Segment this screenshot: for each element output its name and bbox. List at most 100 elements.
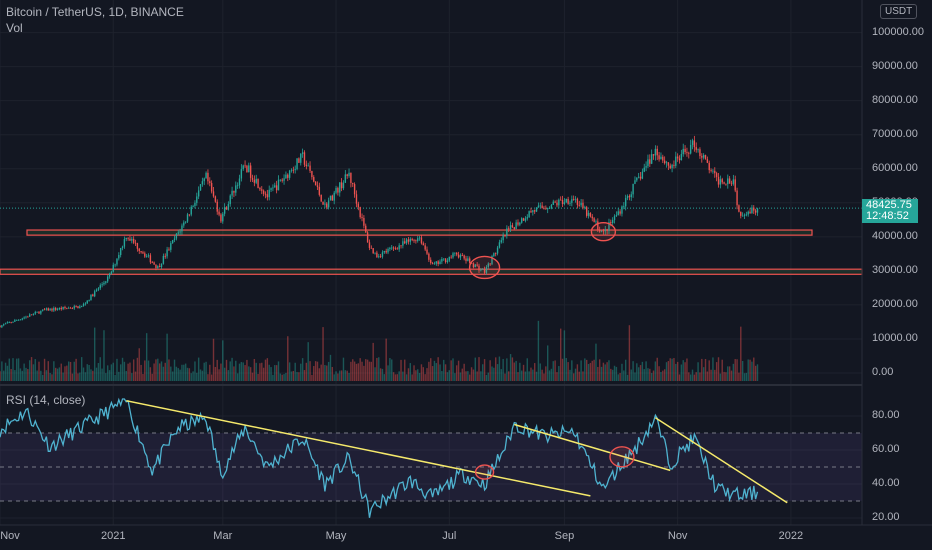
candle-body [678, 158, 681, 161]
volume-bar [32, 364, 35, 381]
volume-bar [702, 367, 705, 381]
volume-bar [307, 342, 309, 381]
candle-body [474, 264, 476, 268]
volume-bar [511, 357, 514, 381]
volume-bar [476, 371, 478, 381]
candle-body [175, 233, 178, 239]
candle-body [545, 208, 547, 210]
candle-body [452, 253, 454, 258]
candle-body [294, 169, 296, 171]
candle-body [511, 225, 514, 228]
candle-body [441, 258, 443, 262]
candle-body [121, 246, 124, 248]
candle-body [320, 194, 322, 202]
candle-body [593, 218, 595, 222]
volume-bar [526, 358, 528, 381]
volume-bar [435, 363, 438, 381]
volume-bar [272, 374, 274, 381]
volume-bar [496, 364, 499, 381]
candle-body [275, 185, 278, 191]
candle-body [521, 218, 523, 223]
last-price-value: 48425.75 [866, 199, 912, 211]
candle-body [53, 308, 55, 311]
pane-frame [0, 0, 932, 526]
volume-bar [73, 361, 75, 381]
volume-bar [242, 362, 244, 381]
candle-body [667, 162, 670, 166]
volume-bar [730, 370, 733, 381]
candle-body [199, 184, 202, 191]
volume-bar [30, 357, 33, 381]
candle-body [444, 258, 447, 263]
volume-bar [695, 372, 697, 381]
candle-body [79, 306, 81, 309]
candle-body [743, 214, 746, 216]
volume-bar [97, 363, 100, 381]
volume-bar [132, 359, 135, 381]
candle-body [526, 217, 528, 219]
candle-body [500, 240, 502, 243]
volume-bar [225, 359, 228, 381]
candle-body [19, 319, 22, 321]
symbol-title: Bitcoin / TetherUS, 1D, BINANCE [6, 5, 184, 19]
volume-bar [483, 359, 486, 381]
price-tick-label: 20000.00 [872, 297, 918, 310]
candle-body [160, 263, 163, 267]
volume-bar [532, 369, 534, 381]
candle-body [337, 187, 339, 193]
volume-bar [40, 370, 42, 381]
candle-body [450, 256, 452, 258]
volume-bar [413, 365, 415, 381]
candle-body [756, 208, 759, 213]
candle-body [106, 276, 109, 282]
candle-body [654, 148, 657, 156]
candle-body [541, 205, 543, 208]
volume-bar [715, 362, 718, 381]
candle-body [196, 196, 198, 203]
time-tick-label: Nov [0, 530, 20, 542]
candle-body [548, 208, 551, 210]
candle-body [496, 247, 499, 254]
candle-body [619, 211, 621, 214]
candle-body [706, 159, 709, 163]
volume-bar [450, 360, 452, 381]
currency-badge[interactable]: USDT [880, 4, 918, 19]
volume-bar [248, 366, 250, 381]
candle-body [381, 252, 384, 257]
volume-bar [617, 374, 619, 381]
candle-body [409, 238, 412, 242]
candle-body [669, 165, 671, 169]
candle-body [363, 217, 365, 226]
candle-body [84, 303, 87, 305]
volume-bar [415, 370, 417, 381]
volume-bar [591, 360, 593, 381]
candle-body [543, 207, 545, 209]
candle-body [361, 217, 363, 218]
volume-bar [177, 368, 179, 381]
volume-bar [717, 357, 720, 381]
candle-body [747, 211, 749, 215]
volume-bar [552, 361, 554, 381]
volume-bar [158, 363, 161, 381]
candle-body [292, 169, 295, 171]
volume-bar [387, 365, 389, 381]
volume-bar [255, 362, 257, 381]
volume-bar [71, 373, 74, 381]
candle-body [300, 153, 302, 163]
volume-bar [589, 362, 592, 381]
candle-body [587, 212, 590, 216]
volume-bar [42, 374, 44, 381]
volume-bar [623, 370, 625, 381]
volume-bar [558, 366, 560, 381]
volume-bar [710, 369, 712, 381]
volume-bar [430, 358, 432, 381]
rsi-annotation-circle [609, 446, 635, 468]
candle-body [101, 284, 103, 286]
candle-body [36, 311, 38, 313]
volume-bar [162, 366, 165, 381]
candle-body [702, 155, 705, 158]
candle-body [340, 182, 343, 189]
volume-bar [463, 363, 465, 381]
candle-body [207, 172, 209, 182]
